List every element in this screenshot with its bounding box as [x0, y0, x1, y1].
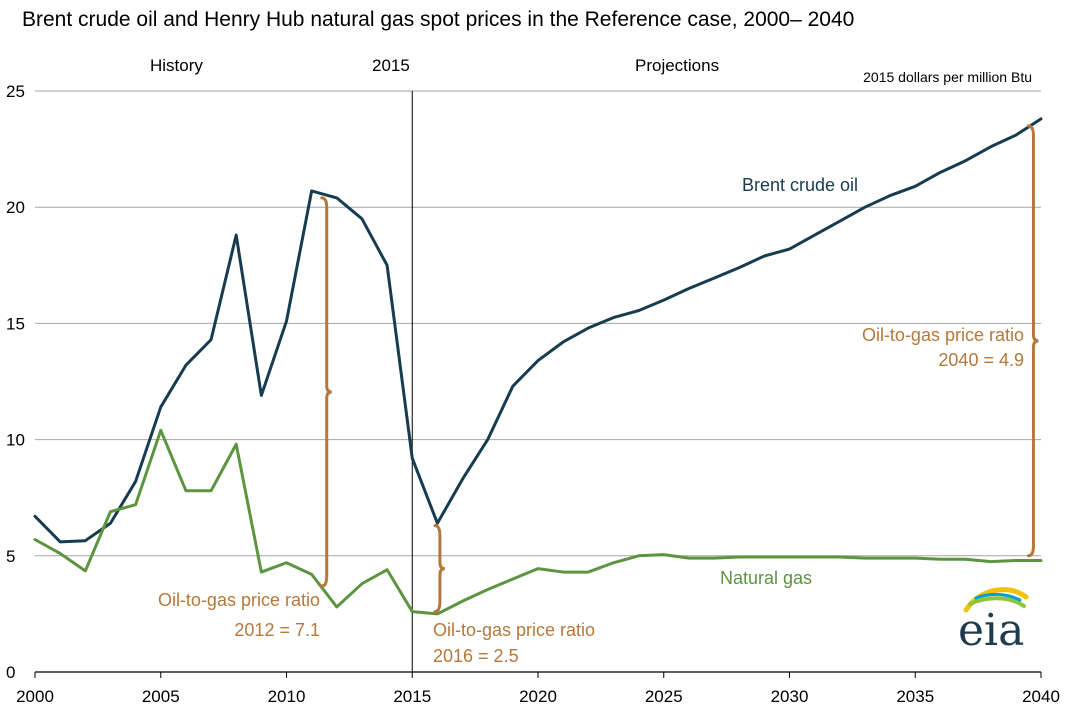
y-tick-label-20: 20	[6, 198, 25, 217]
series-group	[33, 117, 1043, 616]
annotation-2040-line1: Oil-to-gas price ratio	[862, 325, 1024, 345]
y-tick-label-0: 0	[6, 663, 15, 682]
x-tick-label-2005: 2005	[142, 687, 180, 706]
units-label: 2015 dollars per million Btu	[863, 69, 1032, 85]
eia-logo: eia	[958, 587, 1029, 656]
annotation-2012-line1: Oil-to-gas price ratio	[158, 590, 320, 610]
ratio-brace-1	[320, 196, 332, 588]
section-label-history: History	[150, 56, 203, 75]
y-axis-ticks: 0 5 10 15 20 25	[6, 82, 25, 682]
x-tick-label-2020: 2020	[519, 687, 557, 706]
x-axis-ticks: 2000 2005 2010 2015 2020 2025 2030 2035 2040	[16, 672, 1060, 706]
annotation-2016-line1: Oil-to-gas price ratio	[433, 620, 595, 640]
y-tick-label-5: 5	[6, 547, 15, 566]
gridlines	[35, 90, 1041, 673]
section-label-projections: Projections	[635, 56, 719, 75]
x-tick-label-2035: 2035	[896, 687, 934, 706]
series-label-brent-crude-oil: Brent crude oil	[742, 175, 858, 195]
logo-arc-blue	[974, 592, 1022, 602]
y-tick-label-25: 25	[6, 82, 25, 101]
annotation-2012-line2: 2012 = 7.1	[234, 620, 320, 640]
x-tick-label-2000: 2000	[16, 687, 54, 706]
logo-arc-green	[968, 596, 1026, 608]
y-tick-label-10: 10	[6, 431, 25, 450]
x-tick-label-2025: 2025	[645, 687, 683, 706]
x-tick-label-2030: 2030	[771, 687, 809, 706]
eia-logo-text: eia	[958, 605, 1024, 656]
series-label-natural-gas: Natural gas	[720, 568, 812, 588]
series-line-brent-crude-oil	[33, 117, 1043, 544]
y-tick-label-15: 15	[6, 314, 25, 333]
x-tick-label-2040: 2040	[1022, 687, 1060, 706]
x-tick-label-2010: 2010	[268, 687, 306, 706]
ratio-brace-2	[433, 524, 446, 614]
series-line-natural-gas	[33, 428, 1043, 616]
annotation-2040-line2: 2040 = 4.9	[938, 350, 1024, 370]
divider-label: 2015	[372, 56, 410, 75]
annotations-group	[320, 124, 1039, 614]
chart-title: Brent crude oil and Henry Hub natural ga…	[22, 8, 854, 31]
x-tick-label-2015: 2015	[393, 687, 431, 706]
annotation-2016-line2: 2016 = 2.5	[433, 646, 519, 666]
ratio-brace-3	[1026, 124, 1039, 558]
